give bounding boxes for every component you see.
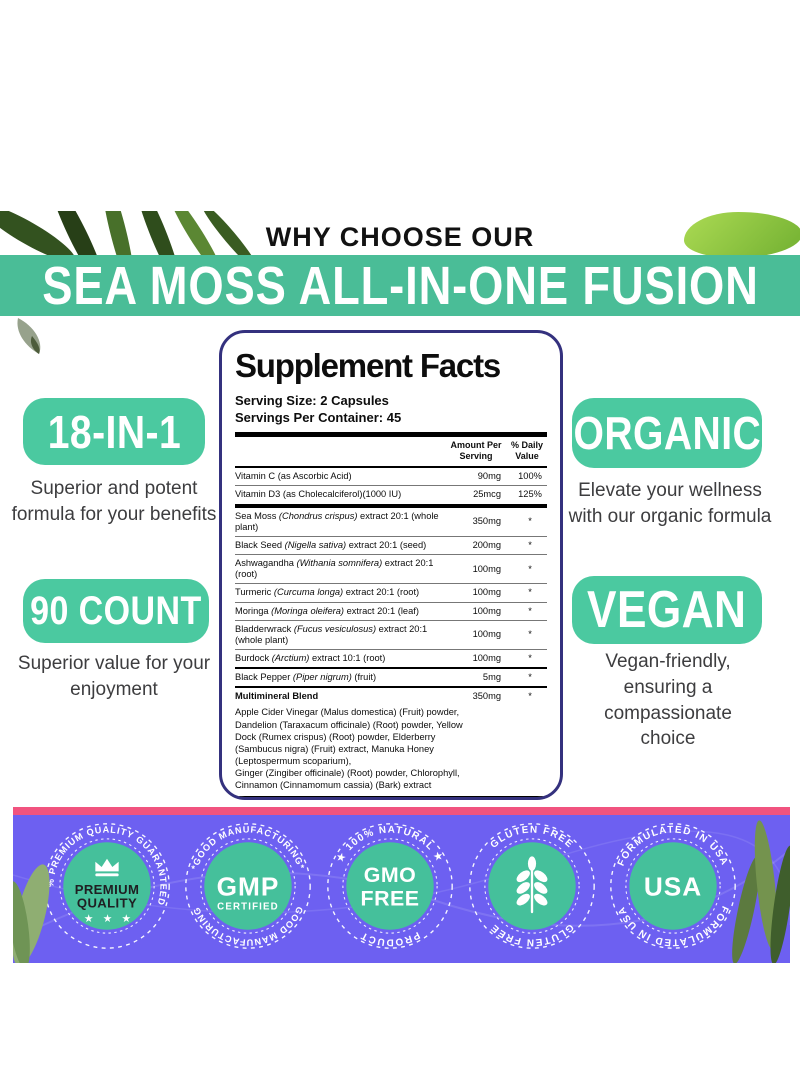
divider-thick [235,431,547,437]
ingredient-name: Moringa (Moringa oleifera) extract 20:1 … [235,605,419,616]
benefit-text-vegan: Vegan-friendly, ensuring a compassionate… [604,651,732,750]
badge-18-in-1: 18-IN-1 [23,398,205,465]
ingredient-name: Turmeric (Curcuma longa) extract 20:1 (r… [235,587,420,598]
table-row: Turmeric (Curcuma longa) extract 20:1 (r… [235,583,547,601]
table-row: Ashwagandha (Withania somnifera) extract… [235,554,547,583]
wheat-icon [516,856,548,914]
ingredient-amount: 350mg [472,516,501,527]
table-row: Sea Moss (Chondrus crispus) extract 20:1… [235,503,547,536]
column-amount: Amount Per Serving [450,439,502,462]
seal-label-small: CERTIFIED [217,901,279,912]
certification-band: 100% PREMIUM QUALITY GUARANTEED PREMIUM … [13,815,790,963]
ingredient-name: Ashwagandha (Withania somnifera) extract… [235,558,434,580]
ingredient-amount: 100mg [472,653,501,663]
divider-thick [235,796,547,797]
band-leaf-left [13,864,50,963]
benefit-text-formula: Superior and potent formula for your ben… [11,478,217,525]
ingredient-amount: 5mg [482,672,501,683]
seal-gmp-certified: *GOOD MANUFACTURING* GOOD MANUFACTURING … [185,823,311,949]
band-leaves-right [732,820,790,963]
serving-size: Serving Size: 2 Capsules [235,393,389,408]
servings-per-container: Servings Per Container: 45 [235,409,402,425]
badge-vegan-label: VEGAN [587,581,747,639]
table-row: Vitamin D3 (as Cholecalciferol)(1000 IU)… [235,485,547,503]
ingredient-name: Black Pepper (Piper nigrum) (fruit) [235,672,377,683]
table-row: Vitamin C (as Ascorbic Acid) 90mg 100% [235,468,547,485]
ingredient-dv: * [528,605,532,616]
benefit-text-value: Superior value for your enjoyment [17,653,211,700]
ingredient-dv: 100% [518,471,542,482]
ingredient-dv: * [528,516,532,527]
ingredient-amount: 90mg [477,471,501,482]
banner-title: SEA MOSS ALL-IN-ONE FUSION [41,255,759,316]
blend-name: Multimineral Blend [235,691,319,702]
ingredient-amount: 100mg [472,563,501,574]
ingredient-dv: * [528,563,532,574]
ingredient-dv: * [528,653,532,663]
ingredient-amount: 25mcg [473,489,501,500]
seal-label-big: GMO [364,863,416,887]
ingredient-name: Burdock (Arctium) extract 10:1 (root) [235,653,386,663]
title-banner: SEA MOSS ALL-IN-ONE FUSION [0,255,800,316]
seal-label-big: USA [644,872,702,902]
table-header: Amount Per Serving % Daily Value [235,437,547,465]
table-row: Moringa (Moringa oleifera) extract 20:1 … [235,601,547,620]
leaf-decoration [17,318,41,354]
ingredient-dv: * [528,672,532,683]
column-daily-value: % Daily Value [510,439,543,462]
ingredient-dv: 125% [518,489,542,500]
stars-icon: ★ ★ ★ [84,912,134,925]
ingredient-name: Black Seed (Nigella sativa) extract 20:1… [235,539,427,550]
table-row: Black Seed (Nigella sativa) extract 20:1… [235,535,547,554]
seal-label-big2: FREE [361,886,420,910]
green-blob-decoration [684,212,800,258]
palm-leaves-decoration [0,211,259,257]
badge-vegan: VEGAN [572,576,762,644]
ingredient-name: Vitamin D3 (as Cholecalciferol)(1000 IU) [235,489,402,500]
ingredient-dv: * [528,539,532,550]
table-row: Black Pepper (Piper nigrum) (fruit) 5mg … [235,667,547,686]
ingredient-amount: 100mg [472,605,501,616]
divider-medium [235,466,547,469]
seal-gluten-free: GLUTEN FREE GLUTEN FREE [469,823,595,949]
ingredient-name: Sea Moss (Chondrus crispus) extract 20:1… [235,510,439,532]
table-row: Bladderwrack (Fucus vesiculosus) extract… [235,619,547,649]
ingredient-amount: 200mg [472,539,501,550]
badge-organic-label: ORGANIC [573,407,761,459]
table-row: Burdock (Arctium) extract 10:1 (root) 10… [235,649,547,667]
ingredient-amount: 100mg [472,587,501,598]
pink-accent-strip [13,807,790,815]
seal-label-line1: PREMIUM [75,882,140,897]
seal-premium-quality: 100% PREMIUM QUALITY GUARANTEED PREMIUM … [39,818,170,949]
supplement-facts-panel: Supplement Facts Serving Size: 2 Capsule… [219,330,563,800]
ingredient-amount: 100mg [472,629,501,640]
badge-18-in-1-label: 18-IN-1 [47,405,181,458]
badge-organic: ORGANIC [572,398,762,468]
seal-gmo-free: ★ 100% NATURAL ★ PRODUCT GMO FREE [327,823,453,949]
supplement-facts-title: Supplement Facts [235,347,501,384]
seal-formulated-usa: FORMULATED IN USA FORMULATED IN USA USA [610,823,736,949]
header-kicker: WHY CHOOSE OUR [265,222,535,252]
ingredient-name: Vitamin C (as Ascorbic Acid) [235,471,352,482]
blend-row: Multimineral Blend 350mg * [235,686,547,705]
blend-ingredients: Apple Cider Vinegar (Malus domestica) (F… [235,707,463,790]
blend-dv: * [528,691,532,702]
blend-amount: 350mg [472,691,501,702]
benefit-text-organic: Elevate your wellness with our organic f… [568,480,772,527]
crown-icon [95,858,119,877]
ingredient-dv: * [528,587,532,598]
ingredient-name: Bladderwrack (Fucus vesiculosus) extract… [235,623,428,645]
ingredient-dv: * [528,629,532,640]
seal-label-line2: QUALITY [77,895,137,910]
seal-label-big: GMP [217,872,280,902]
badge-90-count-label: 90 COUNT [30,588,202,633]
badge-90-count: 90 COUNT [23,579,209,643]
